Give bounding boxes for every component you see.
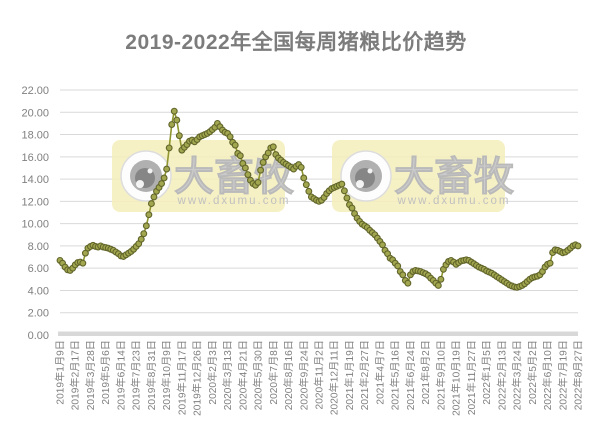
x-tick-label: 2019年7月23日	[130, 340, 143, 410]
x-tick-label: 2022年7月19日	[556, 340, 569, 410]
y-tick-label: 4.00	[28, 285, 49, 297]
x-tick-label: 2022年8月27日	[572, 340, 585, 410]
data-point	[338, 180, 346, 188]
x-tick-label: 2019年11月17日	[175, 340, 188, 415]
data-point	[160, 174, 168, 182]
x-tick-label: 2019年3月28日	[84, 340, 97, 410]
x-tick-label: 2019年10月9日	[160, 340, 173, 410]
data-point	[434, 281, 442, 289]
y-tick-label: 20.00	[21, 107, 49, 119]
data-point	[257, 166, 265, 174]
x-tick-label: 2022年1月5日	[480, 340, 493, 405]
data-point	[236, 152, 244, 160]
data-point	[574, 242, 582, 250]
x-tick-label: 2021年4月7日	[373, 340, 386, 405]
watermark-brand: 大畜牧	[174, 155, 295, 199]
y-tick-label: 22.00	[21, 85, 49, 97]
x-tick-label: 2022年6月10日	[541, 340, 554, 410]
data-series	[56, 107, 582, 291]
data-point	[300, 174, 308, 182]
data-point	[226, 133, 234, 141]
y-tick-label: 0.00	[28, 330, 49, 342]
data-point	[437, 275, 445, 283]
x-tick-label: 2019年6月14日	[114, 340, 127, 410]
data-point	[305, 187, 313, 195]
y-tick-label: 14.00	[21, 174, 49, 186]
x-tick-label: 2021年10月19日	[450, 340, 463, 416]
data-point	[79, 259, 87, 267]
data-point	[399, 271, 407, 279]
data-point	[343, 194, 351, 202]
data-point	[340, 187, 348, 195]
x-tick-label: 2022年5月2日	[526, 340, 539, 405]
data-point	[173, 116, 181, 124]
data-point	[165, 144, 173, 152]
x-tick-label: 2020年7月8日	[267, 340, 280, 405]
data-point	[150, 193, 158, 201]
dxumu-logo-eye-icon	[340, 150, 392, 202]
y-tick-label: 8.00	[28, 241, 49, 253]
x-tick-label: 2019年5月6日	[99, 340, 112, 405]
data-point	[254, 178, 262, 186]
data-point	[259, 158, 267, 166]
data-point	[348, 204, 356, 212]
y-tick-label: 12.00	[21, 196, 49, 208]
x-tick-label: 2019年8月31日	[145, 340, 158, 410]
data-point	[175, 132, 183, 140]
x-tick-label: 2021年2月27日	[358, 340, 371, 410]
x-tick-label: 2021年11月27日	[465, 340, 478, 415]
x-tick-label: 2020年3月13日	[221, 340, 234, 410]
y-tick-label: 10.00	[21, 219, 49, 231]
x-axis-labels: 2019年1月9日 2019年2月17日 2019年3月28日 2019年5月6日 20…	[54, 340, 585, 416]
data-point	[297, 163, 305, 171]
x-tick-label: 2019年1月9日	[54, 340, 67, 405]
data-point	[170, 107, 178, 115]
data-point	[145, 211, 153, 219]
y-tick-label: 18.00	[21, 130, 49, 142]
data-point	[140, 230, 148, 238]
y-axis-labels: 0.00 2.00 4.00 6.00 8.00 10.00 12.00 14.00 16.00…	[21, 85, 49, 342]
data-point	[379, 241, 386, 249]
x-tick-label: 2021年8月2日	[419, 340, 432, 405]
data-point	[546, 259, 554, 267]
watermark-url: www.dxumu.com	[397, 195, 511, 207]
data-point	[137, 235, 145, 243]
x-tick-label: 2019年2月17日	[69, 340, 82, 410]
data-point	[147, 200, 155, 208]
x-tick-label: 2020年12月11日	[328, 340, 341, 415]
data-point	[231, 141, 239, 149]
x-tick-label: 2021年5月16日	[389, 340, 402, 410]
x-axis-line	[58, 331, 578, 336]
data-point	[158, 180, 166, 188]
data-point	[142, 222, 150, 230]
x-tick-label: 2022年2月13日	[495, 340, 508, 410]
x-tick-label: 2020年9月24日	[297, 340, 310, 410]
x-tick-label: 2020年2月3日	[206, 340, 219, 405]
data-point	[394, 262, 402, 270]
data-point	[302, 181, 310, 189]
x-tick-label: 2022年3月24日	[511, 340, 524, 410]
x-tick-label: 2021年6月24日	[404, 340, 417, 410]
x-tick-label: 2020年5月30日	[252, 340, 265, 410]
y-tick-label: 16.00	[21, 152, 49, 164]
x-tick-label: 2021年9月10日	[434, 340, 447, 410]
x-tick-label: 2020年8月16日	[282, 340, 295, 410]
watermark-brand: 大畜牧	[394, 155, 515, 199]
data-point	[269, 143, 277, 151]
x-tick-label: 2020年11月2日	[313, 340, 326, 409]
watermark-url: www.dxumu.com	[177, 195, 291, 207]
data-point	[168, 121, 176, 128]
y-tick-label: 6.00	[28, 263, 49, 275]
y-tick-label: 2.00	[28, 308, 49, 320]
chart-title: 2019-2022年全国每周猪粮比价趋势	[125, 31, 467, 54]
data-point	[241, 164, 249, 172]
data-point	[244, 171, 252, 179]
data-point	[163, 165, 171, 173]
x-tick-label: 2021年1月19日	[343, 340, 356, 410]
x-tick-label: 2019年12月26日	[191, 340, 204, 416]
data-point	[404, 279, 412, 287]
x-tick-label: 2020年4月21日	[236, 340, 249, 410]
